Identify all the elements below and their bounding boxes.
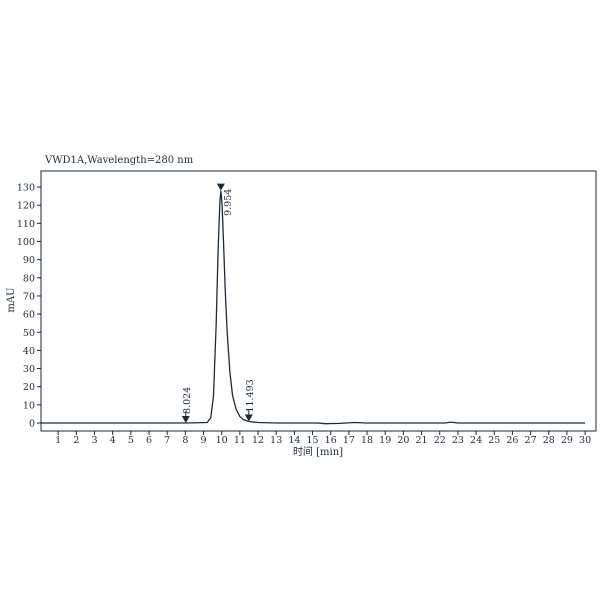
peak-marker-triangle bbox=[181, 416, 190, 423]
y-tick-label: 30 bbox=[23, 364, 35, 375]
y-tick-label: 60 bbox=[23, 310, 35, 321]
peak-annotation: 11.493 bbox=[244, 379, 256, 422]
peak-label: 9.954 bbox=[223, 189, 234, 216]
plot-frame bbox=[40, 170, 597, 432]
peak-marker-triangle bbox=[216, 183, 225, 191]
x-tick-label: 1 bbox=[55, 435, 61, 446]
x-tick-label: 6 bbox=[146, 435, 152, 446]
x-tick-label: 25 bbox=[488, 435, 500, 446]
x-tick-label: 30 bbox=[579, 435, 591, 446]
signal-trace bbox=[40, 190, 586, 425]
y-tick-label: 120 bbox=[17, 201, 35, 212]
x-axis-label: 时间 [min] bbox=[293, 445, 343, 458]
x-tick-label: 18 bbox=[361, 435, 373, 446]
x-tick-label: 9 bbox=[201, 435, 207, 446]
y-tick-label: 100 bbox=[17, 237, 35, 248]
x-tick-label: 15 bbox=[307, 435, 319, 446]
x-tick-label: 23 bbox=[452, 435, 464, 446]
x-tick-label: 16 bbox=[325, 435, 337, 446]
x-tick-label: 29 bbox=[561, 435, 573, 446]
x-tick-label: 4 bbox=[110, 435, 116, 446]
y-tick-label: 10 bbox=[23, 400, 35, 411]
chart-title: VWD1A,Wavelength=280 nm bbox=[44, 155, 194, 166]
x-tick-label: 20 bbox=[397, 435, 409, 446]
x-tick-label: 2 bbox=[73, 435, 79, 446]
y-tick-label: 70 bbox=[23, 291, 35, 302]
x-tick-label: 8 bbox=[182, 435, 188, 446]
y-tick-label: 40 bbox=[23, 346, 35, 357]
x-tick-label: 17 bbox=[343, 435, 355, 446]
x-tick-label: 11 bbox=[234, 435, 246, 446]
y-tick-label: 110 bbox=[17, 219, 35, 230]
y-tick-label: 20 bbox=[23, 382, 35, 393]
x-tick-label: 3 bbox=[91, 435, 97, 446]
peak-label: 11.493 bbox=[245, 379, 256, 412]
y-axis-label: mAU bbox=[6, 287, 17, 312]
x-tick-label: 19 bbox=[379, 435, 391, 446]
x-tick-label: 28 bbox=[543, 435, 555, 446]
peak-label: 8.024 bbox=[182, 387, 193, 414]
y-tick-label: 80 bbox=[23, 273, 35, 284]
x-tick-label: 22 bbox=[434, 435, 446, 446]
x-tick-label: 10 bbox=[216, 435, 228, 446]
x-tick-label: 7 bbox=[164, 435, 170, 446]
x-tick-label: 14 bbox=[288, 435, 300, 446]
peak-annotation: 9.954 bbox=[216, 183, 234, 216]
y-tick-label: 130 bbox=[17, 183, 35, 194]
x-tick-label: 21 bbox=[416, 435, 428, 446]
y-tick-label: 90 bbox=[23, 255, 35, 266]
y-tick-label: 0 bbox=[29, 419, 35, 430]
peak-annotation: 8.024 bbox=[181, 387, 193, 423]
x-tick-label: 13 bbox=[270, 435, 282, 446]
x-tick-label: 26 bbox=[506, 435, 518, 446]
peak-marker-triangle bbox=[244, 414, 253, 422]
y-tick-label: 50 bbox=[23, 328, 35, 339]
x-tick-label: 27 bbox=[525, 435, 537, 446]
x-tick-label: 12 bbox=[252, 435, 264, 446]
x-tick-label: 5 bbox=[128, 435, 134, 446]
x-tick-label: 24 bbox=[470, 435, 482, 446]
